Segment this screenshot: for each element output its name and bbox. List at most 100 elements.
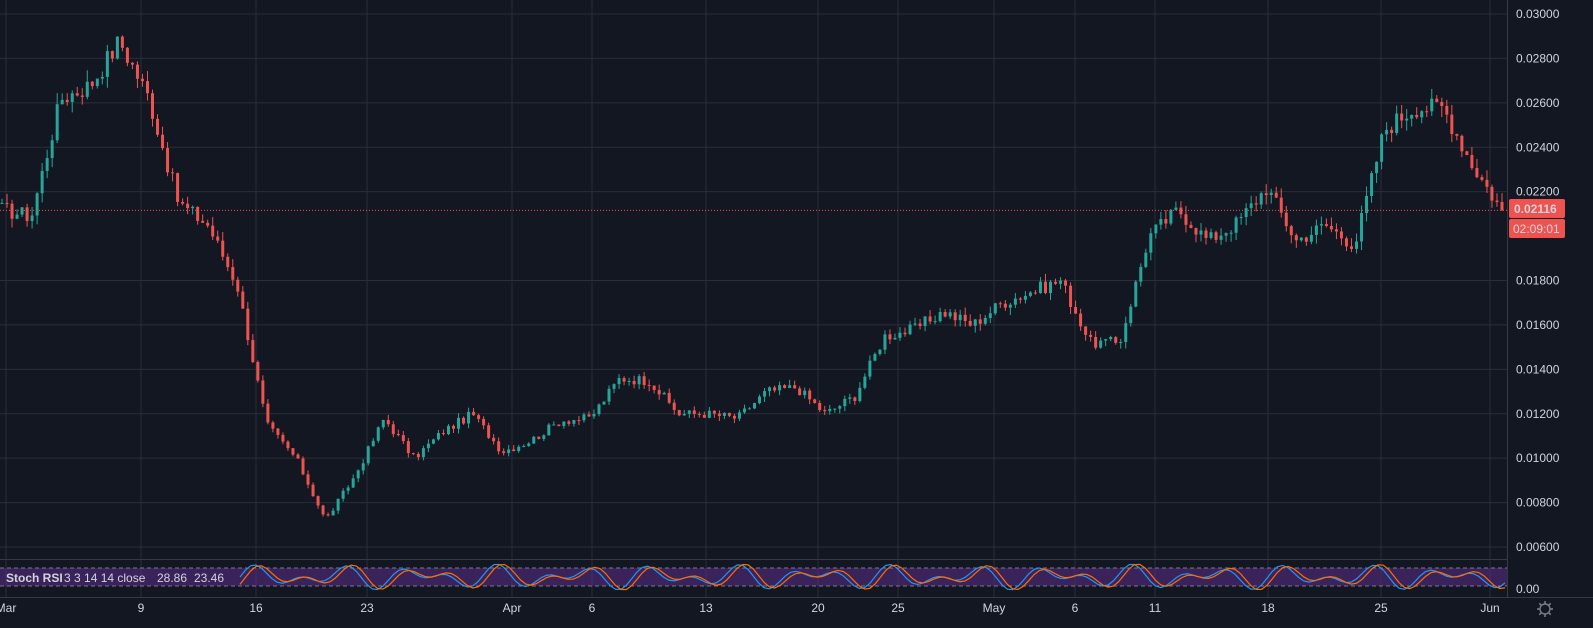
candle-body[interactable] xyxy=(120,36,124,48)
indicator-legend[interactable]: Stoch RSI 3 3 14 14 close 28.86 23.46 xyxy=(6,571,224,585)
candle-body[interactable] xyxy=(1023,295,1027,300)
candle-series[interactable] xyxy=(0,35,1504,517)
candle-body[interactable] xyxy=(953,312,957,321)
candle-body[interactable] xyxy=(1334,229,1338,232)
candle-body[interactable] xyxy=(742,408,746,413)
candle-body[interactable] xyxy=(1480,177,1484,180)
candle-body[interactable] xyxy=(873,354,877,361)
candle-body[interactable] xyxy=(998,303,1002,305)
candle-body[interactable] xyxy=(727,412,731,416)
candle-body[interactable] xyxy=(1179,207,1183,215)
candle-body[interactable] xyxy=(793,385,797,389)
candle-body[interactable] xyxy=(943,312,947,317)
candle-body[interactable] xyxy=(913,323,917,325)
candle-body[interactable] xyxy=(1114,337,1118,343)
candle-body[interactable] xyxy=(497,441,501,452)
candle-body[interactable] xyxy=(1018,298,1022,300)
candle-body[interactable] xyxy=(948,312,952,317)
candle-body[interactable] xyxy=(85,81,89,97)
candle-body[interactable] xyxy=(597,404,601,415)
candle-body[interactable] xyxy=(1204,230,1208,238)
candle-body[interactable] xyxy=(426,443,430,449)
candle-body[interactable] xyxy=(441,433,445,435)
candle-body[interactable] xyxy=(813,399,817,403)
candle-body[interactable] xyxy=(958,314,962,321)
candle-body[interactable] xyxy=(457,417,461,429)
candle-body[interactable] xyxy=(236,279,240,292)
candle-body[interactable] xyxy=(657,389,661,395)
candle-body[interactable] xyxy=(557,424,561,426)
candle-body[interactable] xyxy=(20,207,24,215)
candle-body[interactable] xyxy=(406,441,410,454)
candle-body[interactable] xyxy=(1239,217,1243,219)
candle-body[interactable] xyxy=(1189,224,1193,229)
candle-body[interactable] xyxy=(110,51,114,59)
candle-body[interactable] xyxy=(1355,241,1359,249)
candle-body[interactable] xyxy=(512,449,516,452)
candle-body[interactable] xyxy=(672,402,676,411)
candle-body[interactable] xyxy=(773,387,777,391)
candle-body[interactable] xyxy=(983,317,987,324)
candle-body[interactable] xyxy=(50,140,54,159)
candle-body[interactable] xyxy=(191,206,195,209)
candle-body[interactable] xyxy=(1465,151,1469,156)
candle-body[interactable] xyxy=(712,410,716,414)
candle-body[interactable] xyxy=(667,392,671,403)
candle-body[interactable] xyxy=(843,398,847,407)
candle-body[interactable] xyxy=(552,424,556,426)
candle-body[interactable] xyxy=(125,47,129,63)
candle-body[interactable] xyxy=(421,448,425,458)
candle-body[interactable] xyxy=(893,337,897,340)
candle-body[interactable] xyxy=(537,436,541,439)
candle-body[interactable] xyxy=(1013,298,1017,305)
candle-body[interactable] xyxy=(161,134,165,149)
candle-body[interactable] xyxy=(577,420,581,422)
candle-body[interactable] xyxy=(35,193,39,216)
candle-body[interactable] xyxy=(1390,129,1394,134)
candle-body[interactable] xyxy=(1395,113,1399,134)
candle-body[interactable] xyxy=(1344,238,1348,247)
candle-body[interactable] xyxy=(1169,209,1173,224)
candle-body[interactable] xyxy=(15,214,19,219)
candle-body[interactable] xyxy=(1104,339,1108,341)
candle-body[interactable] xyxy=(462,417,466,424)
candle-body[interactable] xyxy=(803,390,807,396)
candle-body[interactable] xyxy=(1059,280,1063,284)
candle-body[interactable] xyxy=(1274,192,1278,198)
candle-body[interactable] xyxy=(522,445,526,447)
candle-body[interactable] xyxy=(446,425,450,435)
candle-body[interactable] xyxy=(336,498,340,511)
candle-body[interactable] xyxy=(1370,173,1374,196)
candle-body[interactable] xyxy=(527,443,531,446)
candle-body[interactable] xyxy=(1410,114,1414,119)
candle-body[interactable] xyxy=(1084,326,1088,335)
candle-body[interactable] xyxy=(151,93,155,119)
candle-body[interactable] xyxy=(567,421,571,424)
candle-body[interactable] xyxy=(1038,281,1042,294)
settings-gear-icon[interactable] xyxy=(1537,601,1553,617)
candle-body[interactable] xyxy=(1054,281,1058,284)
candle-body[interactable] xyxy=(1360,213,1364,242)
candle-body[interactable] xyxy=(1324,224,1328,226)
candle-body[interactable] xyxy=(677,410,681,416)
candle-body[interactable] xyxy=(396,434,400,436)
candle-body[interactable] xyxy=(1089,334,1093,337)
candle-body[interactable] xyxy=(1244,208,1248,218)
candle-body[interactable] xyxy=(492,437,496,442)
candle-body[interactable] xyxy=(888,334,892,340)
candle-body[interactable] xyxy=(286,441,290,449)
candle-body[interactable] xyxy=(632,380,636,385)
candle-body[interactable] xyxy=(627,380,631,382)
candle-body[interactable] xyxy=(737,412,741,419)
candle-body[interactable] xyxy=(988,313,992,318)
candle-body[interactable] xyxy=(1319,224,1323,226)
candle-body[interactable] xyxy=(1219,235,1223,240)
candle-body[interactable] xyxy=(145,81,149,94)
candle-body[interactable] xyxy=(1174,207,1178,210)
candle-body[interactable] xyxy=(838,406,842,409)
candle-body[interactable] xyxy=(1074,306,1078,314)
candle-body[interactable] xyxy=(1475,168,1479,178)
candle-body[interactable] xyxy=(1470,155,1474,169)
candle-body[interactable] xyxy=(532,436,536,444)
candle-body[interactable] xyxy=(30,215,34,221)
